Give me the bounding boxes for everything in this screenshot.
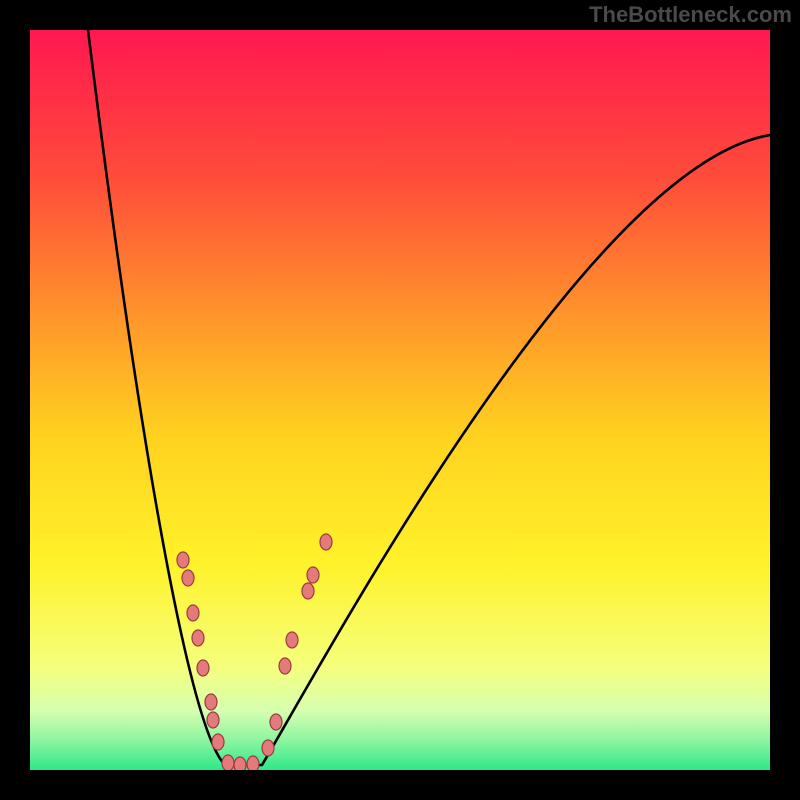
data-dot [279, 658, 291, 674]
data-dot [222, 755, 234, 770]
data-dot [302, 583, 314, 599]
data-dot [270, 714, 282, 730]
bottleneck-chart-svg [30, 30, 770, 770]
gradient-background [30, 30, 770, 770]
data-dot [205, 694, 217, 710]
chart-frame: TheBottleneck.com [0, 0, 800, 800]
data-dot [197, 660, 209, 676]
data-dot [177, 552, 189, 568]
data-dot [234, 757, 246, 770]
data-dot [320, 534, 332, 550]
data-dot [212, 734, 224, 750]
data-dot [286, 632, 298, 648]
data-dot [192, 630, 204, 646]
plot-area [30, 30, 770, 770]
data-dot [262, 740, 274, 756]
data-dot [187, 605, 199, 621]
data-dot [247, 756, 259, 770]
watermark-text: TheBottleneck.com [589, 2, 792, 28]
data-dot [182, 570, 194, 586]
data-dot [307, 567, 319, 583]
data-dot [207, 712, 219, 728]
